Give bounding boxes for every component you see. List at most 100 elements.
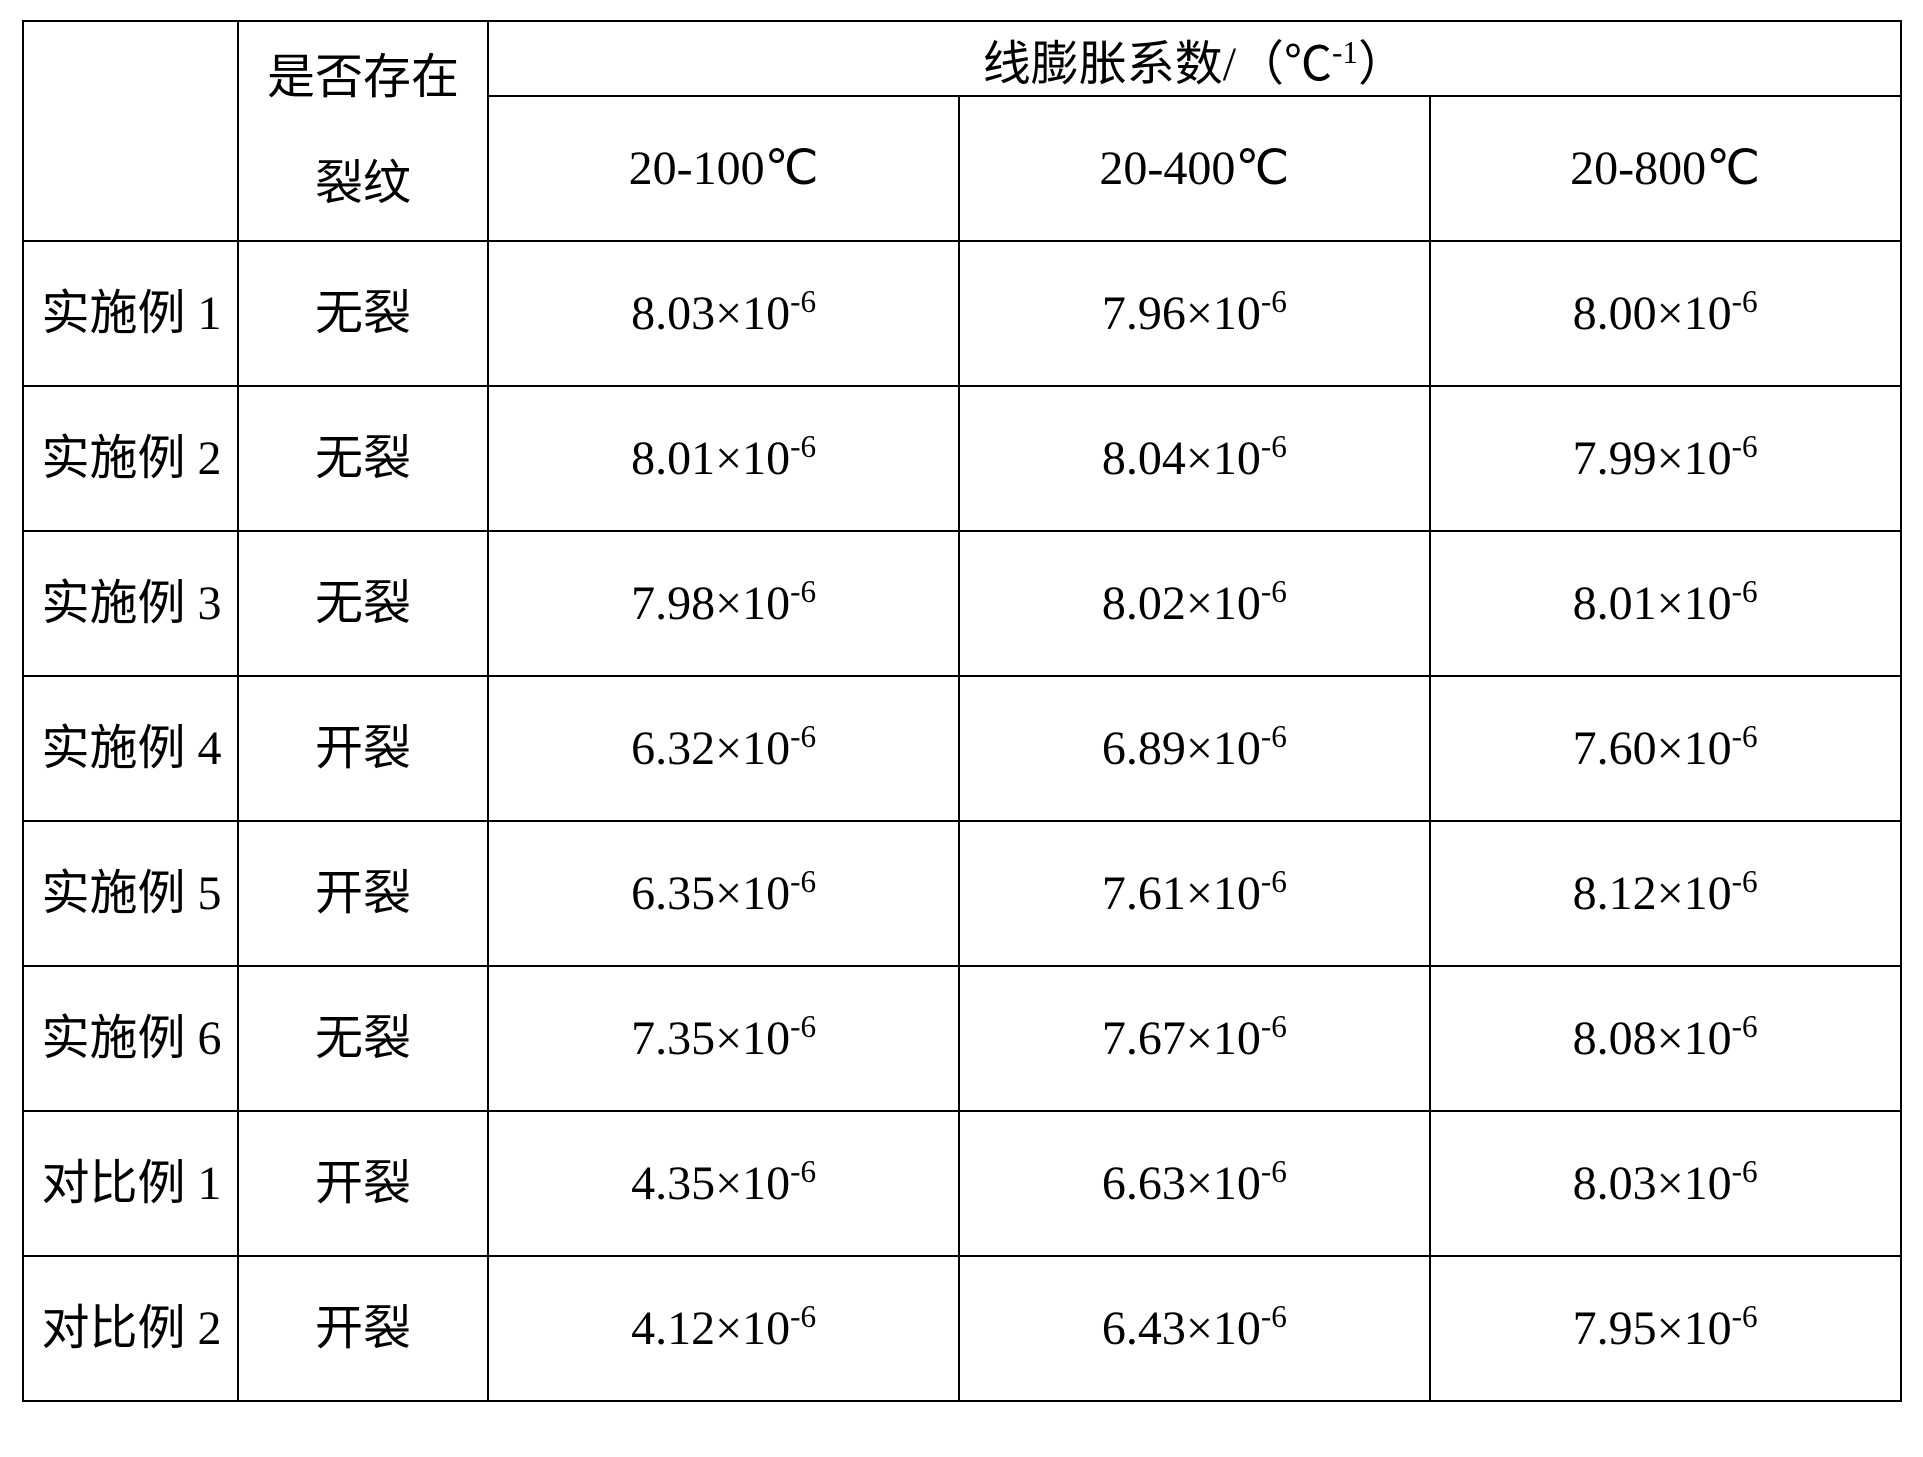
row-label: 实施例 2 — [24, 423, 237, 495]
row-value-cell-1: 7.98×10-6 — [488, 531, 959, 676]
row-label-cell: 实施例 1 — [23, 241, 238, 386]
expansion-coefficient-table: 是否存在 裂纹 线膨胀系数/（℃-1） 20-100℃ 20-400℃ — [22, 20, 1902, 1402]
table-row: 实施例 1无裂8.03×10-67.96×10-68.00×10-6 — [23, 241, 1901, 386]
row-crack-value: 无裂 — [239, 278, 487, 350]
row-crack-cell: 无裂 — [238, 966, 488, 1111]
row-value-cell-1: 8.01×10-6 — [488, 386, 959, 531]
header-temp-3: 20-800℃ — [1430, 96, 1901, 241]
row-value-2: 6.63×10-6 — [960, 1148, 1429, 1220]
row-value-2: 6.89×10-6 — [960, 713, 1429, 785]
row-label-cell: 实施例 5 — [23, 821, 238, 966]
row-crack-value: 无裂 — [239, 1003, 487, 1075]
row-value-1: 6.35×10-6 — [489, 858, 958, 930]
row-value-3: 8.08×10-6 — [1431, 1003, 1900, 1075]
row-label: 对比例 2 — [24, 1293, 237, 1365]
row-value-3: 8.03×10-6 — [1431, 1148, 1900, 1220]
row-value-2: 7.67×10-6 — [960, 1003, 1429, 1075]
row-value-1: 4.12×10-6 — [489, 1293, 958, 1365]
row-crack-cell: 开裂 — [238, 1256, 488, 1401]
row-crack-cell: 开裂 — [238, 1111, 488, 1256]
row-value-3: 7.99×10-6 — [1431, 423, 1900, 495]
row-crack-cell: 开裂 — [238, 676, 488, 821]
row-crack-value: 开裂 — [239, 1293, 487, 1365]
header-temp-2: 20-400℃ — [959, 96, 1430, 241]
row-label-cell: 对比例 2 — [23, 1256, 238, 1401]
row-value-1: 7.35×10-6 — [489, 1003, 958, 1075]
row-crack-cell: 开裂 — [238, 821, 488, 966]
row-label-cell: 实施例 6 — [23, 966, 238, 1111]
header-crack-cell: 是否存在 裂纹 — [238, 21, 488, 241]
row-value-cell-3: 7.60×10-6 — [1430, 676, 1901, 821]
header-temp-1: 20-100℃ — [488, 96, 959, 241]
row-value-1: 6.32×10-6 — [489, 713, 958, 785]
table-row: 对比例 1开裂4.35×10-66.63×10-68.03×10-6 — [23, 1111, 1901, 1256]
row-value-cell-1: 6.32×10-6 — [488, 676, 959, 821]
row-value-cell-2: 8.04×10-6 — [959, 386, 1430, 531]
table-row: 实施例 2无裂8.01×10-68.04×10-67.99×10-6 — [23, 386, 1901, 531]
row-value-2: 8.02×10-6 — [960, 568, 1429, 640]
row-value-cell-1: 4.35×10-6 — [488, 1111, 959, 1256]
row-label: 实施例 6 — [24, 1003, 237, 1075]
table-row: 实施例 6无裂7.35×10-67.67×10-68.08×10-6 — [23, 966, 1901, 1111]
row-value-2: 7.96×10-6 — [960, 278, 1429, 350]
row-value-1: 8.03×10-6 — [489, 278, 958, 350]
table-row: 实施例 4开裂6.32×10-66.89×10-67.60×10-6 — [23, 676, 1901, 821]
row-value-cell-3: 7.99×10-6 — [1430, 386, 1901, 531]
table-row: 对比例 2开裂4.12×10-66.43×10-67.95×10-6 — [23, 1256, 1901, 1401]
row-label: 实施例 4 — [24, 713, 237, 785]
row-value-cell-3: 7.95×10-6 — [1430, 1256, 1901, 1401]
row-value-1: 4.35×10-6 — [489, 1148, 958, 1220]
row-value-cell-2: 6.63×10-6 — [959, 1111, 1430, 1256]
row-label-cell: 实施例 3 — [23, 531, 238, 676]
row-crack-value: 开裂 — [239, 1148, 487, 1220]
expansion-coefficient-table-container: 是否存在 裂纹 线膨胀系数/（℃-1） 20-100℃ 20-400℃ — [22, 20, 1902, 1402]
row-value-3: 7.60×10-6 — [1431, 713, 1900, 785]
row-value-cell-2: 6.89×10-6 — [959, 676, 1430, 821]
row-value-1: 8.01×10-6 — [489, 423, 958, 495]
row-crack-value: 无裂 — [239, 568, 487, 640]
row-value-2: 7.61×10-6 — [960, 858, 1429, 930]
row-value-cell-2: 7.96×10-6 — [959, 241, 1430, 386]
row-crack-cell: 无裂 — [238, 386, 488, 531]
row-value-cell-3: 8.00×10-6 — [1430, 241, 1901, 386]
row-value-cell-1: 8.03×10-6 — [488, 241, 959, 386]
row-value-2: 6.43×10-6 — [960, 1293, 1429, 1365]
row-label-cell: 实施例 2 — [23, 386, 238, 531]
row-value-3: 8.00×10-6 — [1431, 278, 1900, 350]
header-crack-line1: 是否存在 — [267, 51, 459, 104]
row-value-cell-1: 7.35×10-6 — [488, 966, 959, 1111]
row-label: 实施例 3 — [24, 568, 237, 640]
row-label-cell: 实施例 4 — [23, 676, 238, 821]
table-row: 实施例 5开裂6.35×10-67.61×10-68.12×10-6 — [23, 821, 1901, 966]
row-value-cell-1: 4.12×10-6 — [488, 1256, 959, 1401]
header-empty-cell — [23, 21, 238, 241]
row-value-cell-2: 6.43×10-6 — [959, 1256, 1430, 1401]
row-value-cell-1: 6.35×10-6 — [488, 821, 959, 966]
row-label: 对比例 1 — [24, 1148, 237, 1220]
row-value-cell-2: 7.67×10-6 — [959, 966, 1430, 1111]
row-label: 实施例 1 — [24, 278, 237, 350]
row-value-cell-2: 7.61×10-6 — [959, 821, 1430, 966]
header-coefficient-text: 线膨胀系数/（℃-1） — [983, 38, 1406, 91]
row-value-cell-3: 8.08×10-6 — [1430, 966, 1901, 1111]
header-crack-line2: 裂纹 — [315, 157, 411, 210]
row-value-3: 7.95×10-6 — [1431, 1293, 1900, 1365]
row-value-2: 8.04×10-6 — [960, 423, 1429, 495]
row-crack-value: 开裂 — [239, 858, 487, 930]
table-header-row-1: 是否存在 裂纹 线膨胀系数/（℃-1） — [23, 21, 1901, 96]
row-crack-cell: 无裂 — [238, 531, 488, 676]
table-body: 实施例 1无裂8.03×10-67.96×10-68.00×10-6实施例 2无… — [23, 241, 1901, 1401]
row-value-3: 8.01×10-6 — [1431, 568, 1900, 640]
row-value-cell-3: 8.03×10-6 — [1430, 1111, 1901, 1256]
row-value-1: 7.98×10-6 — [489, 568, 958, 640]
row-value-cell-3: 8.01×10-6 — [1430, 531, 1901, 676]
row-value-3: 8.12×10-6 — [1431, 858, 1900, 930]
row-label-cell: 对比例 1 — [23, 1111, 238, 1256]
header-coefficient-group: 线膨胀系数/（℃-1） — [488, 21, 1900, 96]
row-label: 实施例 5 — [24, 858, 237, 930]
row-crack-value: 无裂 — [239, 423, 487, 495]
table-header: 是否存在 裂纹 线膨胀系数/（℃-1） 20-100℃ 20-400℃ — [23, 21, 1901, 241]
row-value-cell-2: 8.02×10-6 — [959, 531, 1430, 676]
row-crack-cell: 无裂 — [238, 241, 488, 386]
row-value-cell-3: 8.12×10-6 — [1430, 821, 1901, 966]
